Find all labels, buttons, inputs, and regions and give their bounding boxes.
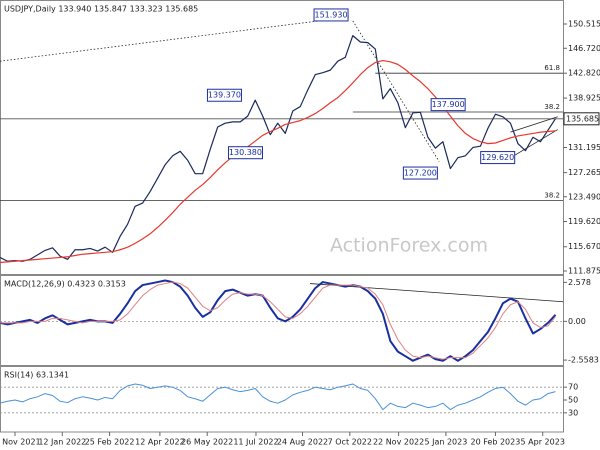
y-tick-label: 127.265 — [568, 168, 600, 177]
annotation-label: 130.380 — [229, 148, 262, 157]
y-tick-label: 142.820 — [568, 69, 600, 78]
annotation-box — [402, 166, 438, 180]
annotation-label: 127.200 — [404, 169, 437, 178]
trendline — [510, 116, 558, 133]
y-tick-label: 2.578 — [568, 278, 591, 287]
x-tick-label: 29 Nov 2021 — [0, 438, 41, 447]
series-line — [0, 383, 556, 411]
macd-panel — [0, 275, 564, 366]
annotation-label: 151.930 — [314, 10, 347, 19]
series-line — [0, 281, 556, 360]
annotation-label: 129.620 — [481, 153, 514, 162]
watermark: ActionForex.com — [330, 235, 488, 257]
y-tick-label: 115.670 — [568, 242, 600, 251]
x-tick-label: 24 Aug 2022 — [277, 438, 328, 447]
annotation-box — [206, 88, 242, 102]
price-panel — [0, 0, 564, 275]
y-tick-label: 146.720 — [568, 44, 600, 53]
y-tick-label: 119.620 — [568, 217, 600, 226]
y-tick-label: 50 — [568, 396, 578, 405]
annotation-box — [313, 8, 349, 22]
trendline — [512, 129, 558, 157]
macd-title: MACD(12,26,9) 0.4323 0.3153 — [4, 280, 126, 289]
x-tick-label: 7 Oct 2022 — [328, 438, 372, 447]
rsi-title: RSI(14) 63.1341 — [4, 371, 69, 380]
y-tick-label: 0.00 — [568, 317, 586, 326]
x-tick-label: 22 Nov 2022 — [373, 438, 424, 447]
fib-label: 61.8 — [544, 64, 560, 72]
fib-label: 38.2 — [544, 192, 560, 200]
annotation-box — [430, 98, 466, 112]
rsi-panel — [0, 366, 564, 433]
x-tick-label: 25 Feb 2022 — [85, 438, 135, 447]
y-tick-label: 70 — [568, 383, 578, 392]
last-price-box — [563, 112, 600, 126]
series-line — [0, 35, 556, 262]
x-tick-label: 12 Jan 2022 — [38, 438, 86, 447]
annotation-label: 137.900 — [432, 100, 465, 109]
price-title: USDJPY,Daily 133.940 135.847 133.323 135… — [4, 5, 198, 14]
trendline — [0, 16, 350, 62]
trendline — [309, 283, 564, 303]
annotation-box — [480, 151, 516, 165]
y-tick-label: 111.875 — [568, 267, 600, 276]
x-tick-label: 26 May 2022 — [181, 438, 233, 447]
series-line — [0, 59, 556, 264]
x-tick-label: 5 Jan 2023 — [424, 438, 467, 447]
x-tick-label: 5 Apr 2023 — [521, 438, 565, 447]
annotation-label: 139.370 — [208, 91, 241, 100]
y-tick-label: -2.5583 — [568, 356, 599, 365]
x-tick-label: 11 Jul 2022 — [233, 438, 278, 447]
y-tick-label: 138.925 — [568, 94, 600, 103]
fib-label: 38.2 — [544, 103, 560, 111]
y-tick-label: 150.515 — [568, 20, 600, 29]
x-tick-label: 12 Apr 2022 — [135, 438, 184, 447]
y-tick-label: 131.195 — [568, 143, 600, 152]
y-tick-label: 30 — [568, 408, 578, 417]
annotation-box — [227, 146, 263, 160]
y-tick-label: 123.490 — [568, 192, 600, 201]
x-tick-label: 20 Feb 2023 — [471, 438, 521, 447]
last-price-label: 135.685 — [566, 114, 599, 123]
trendline — [352, 20, 440, 162]
